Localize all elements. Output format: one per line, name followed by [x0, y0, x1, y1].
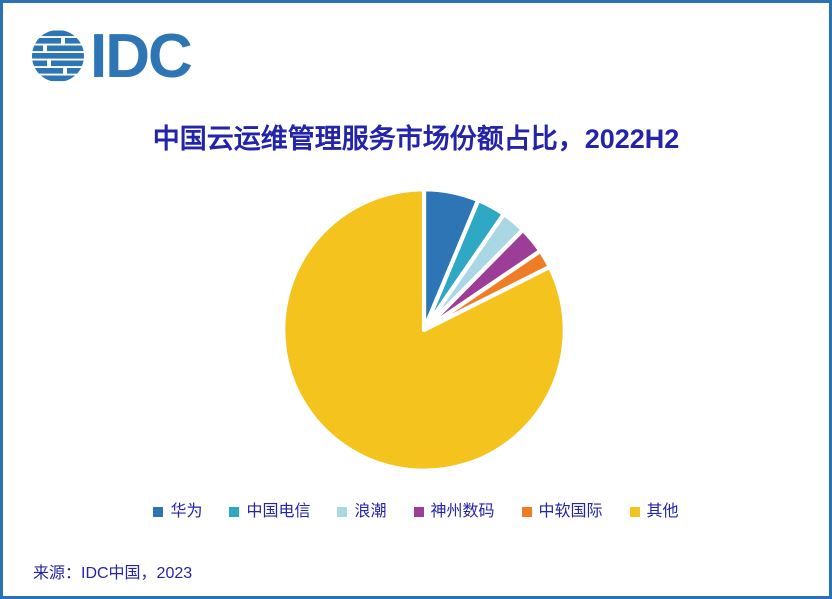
legend-label: 中国电信 [246, 503, 311, 520]
legend-item-chinasoft: 中软国际 [521, 503, 603, 520]
legend-label: 其他 [646, 503, 679, 520]
legend-item-china-telecom: 中国电信 [229, 504, 310, 520]
legend-swatch [413, 507, 424, 517]
legend-item-others: 其他 [629, 503, 679, 520]
legend-item-huawei: 华为 [153, 504, 202, 520]
legend-label: 中软国际 [538, 503, 603, 520]
legend-swatch [521, 507, 532, 517]
legend-label: 华为 [170, 503, 203, 520]
legend-swatch [629, 507, 640, 517]
pie-chart [281, 187, 567, 473]
legend-swatch [229, 507, 240, 517]
pie-chart-area [279, 185, 569, 475]
chart-title: 中国云运维管理服务市场份额占比，2022H2 [152, 124, 680, 154]
source-note: 来源：IDC中国，2023 [33, 565, 193, 582]
legend-swatch [337, 507, 348, 517]
legend-label: 浪潮 [354, 503, 387, 520]
idc-globe-icon [32, 30, 84, 82]
legend-item-digital-china: 神州数码 [413, 503, 495, 520]
idc-logo-text: IDC [90, 22, 193, 92]
chart-legend: 华为 中国电信 浪潮 神州数码 中软国际 其他 [3, 504, 829, 520]
idc-logo: IDC [31, 22, 193, 92]
pie-slice-其他 [281, 187, 567, 473]
legend-item-inspur: 浪潮 [337, 503, 387, 520]
legend-label: 神州数码 [430, 503, 495, 520]
legend-swatch [153, 507, 164, 517]
